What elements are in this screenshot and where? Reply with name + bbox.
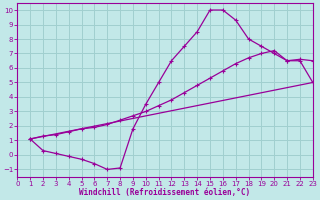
X-axis label: Windchill (Refroidissement éolien,°C): Windchill (Refroidissement éolien,°C) (79, 188, 251, 197)
